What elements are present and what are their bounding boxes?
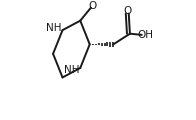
Text: NH: NH: [64, 65, 79, 75]
Text: O: O: [123, 6, 131, 16]
Text: OH: OH: [137, 30, 153, 40]
Text: NH: NH: [46, 23, 61, 33]
Text: O: O: [89, 1, 97, 11]
